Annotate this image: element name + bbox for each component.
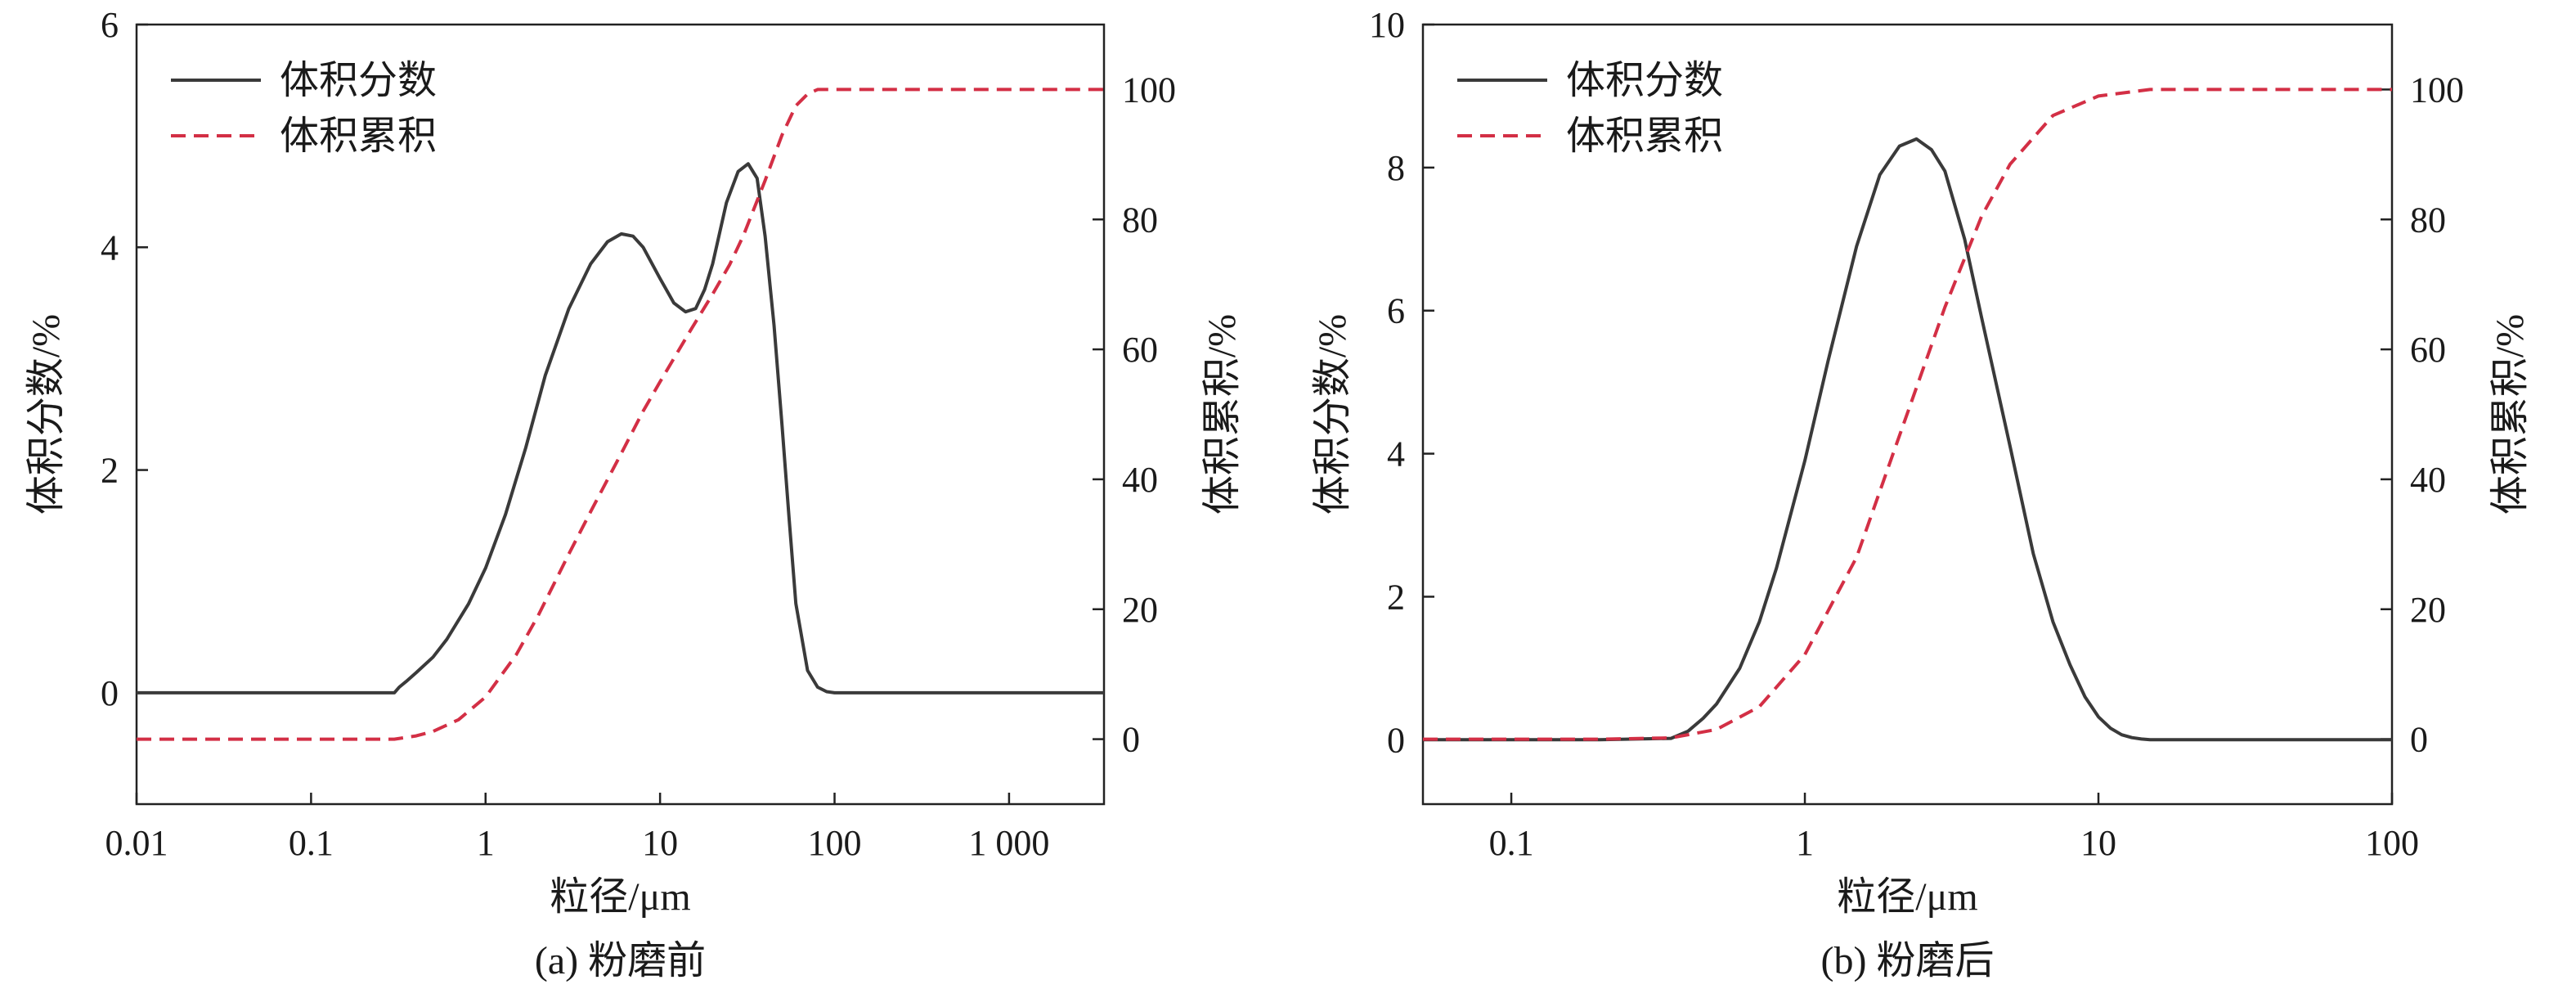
- x-tick-label: 10: [642, 823, 678, 863]
- x-tick-label: 0.1: [1489, 823, 1534, 863]
- x-axis-label: 粒径/μm: [550, 875, 690, 919]
- y-left-tick-label: 0: [101, 673, 119, 713]
- y-right-tick-label: 80: [1122, 200, 1158, 240]
- x-tick-label: 1 000: [968, 823, 1049, 863]
- series-line-volume-cumulative: [137, 88, 1104, 741]
- y-right-axis-label: 体积累积/%: [2488, 314, 2532, 515]
- x-tick-label: 1: [477, 823, 495, 863]
- y-right-tick-label: 40: [1122, 460, 1158, 500]
- x-axis-label: 粒径/μm: [1837, 875, 1977, 919]
- y-left-tick-label: 2: [101, 451, 119, 491]
- series-line-volume-fraction: [1423, 137, 2392, 742]
- y-right-axis-label: 体积累积/%: [1200, 314, 1244, 515]
- y-left-tick-label: 6: [101, 5, 119, 45]
- x-tick-label: 100: [808, 823, 862, 863]
- x-tick-label: 100: [2365, 823, 2419, 863]
- plot-frame: [135, 23, 1106, 806]
- chart-panel-a: 0.01 0.1 1 10 100 1 0000246020406080100体积分数/%…: [25, 5, 1244, 982]
- y-left-tick-label: 6: [1387, 291, 1405, 331]
- y-right-tick-label: 80: [2410, 200, 2446, 240]
- legend-label: 体积分数: [280, 59, 437, 102]
- chart-caption: (b) 粉磨后: [1821, 939, 1995, 982]
- y-right-tick-label: 0: [1122, 720, 1140, 760]
- y-right-tick-label: 20: [1122, 590, 1158, 630]
- y-right-tick-label: 100: [2410, 70, 2464, 110]
- y-left-tick-label: 0: [1387, 720, 1405, 760]
- legend-label: 体积累积: [1566, 115, 1723, 158]
- y-left-tick-label: 2: [1387, 577, 1405, 617]
- x-tick-label: 0.1: [289, 823, 334, 863]
- y-left-tick-label: 8: [1387, 148, 1405, 188]
- x-tick-label: 0.01: [105, 823, 168, 863]
- y-right-tick-label: 60: [2410, 330, 2446, 370]
- series-line-volume-cumulative: [1423, 88, 2392, 741]
- chart-caption: (a) 粉磨前: [535, 939, 706, 982]
- y-left-tick-label: 10: [1369, 5, 1405, 45]
- x-tick-label: 10: [2080, 823, 2116, 863]
- y-right-tick-label: 40: [2410, 460, 2446, 500]
- x-tick-label: 1: [1796, 823, 1814, 863]
- y-right-tick-label: 100: [1122, 70, 1176, 110]
- y-left-axis-label: 体积分数/%: [25, 314, 68, 515]
- legend-label: 体积累积: [280, 115, 437, 158]
- y-right-tick-label: 0: [2410, 720, 2428, 760]
- plot-frame: [1421, 23, 2394, 806]
- y-left-axis-label: 体积分数/%: [1311, 314, 1354, 515]
- y-left-tick-label: 4: [1387, 434, 1405, 474]
- y-left-tick-label: 4: [101, 227, 119, 267]
- y-right-tick-label: 20: [2410, 590, 2446, 630]
- legend-label: 体积分数: [1566, 59, 1723, 102]
- series-line-volume-fraction: [137, 162, 1104, 695]
- y-right-tick-label: 60: [1122, 330, 1158, 370]
